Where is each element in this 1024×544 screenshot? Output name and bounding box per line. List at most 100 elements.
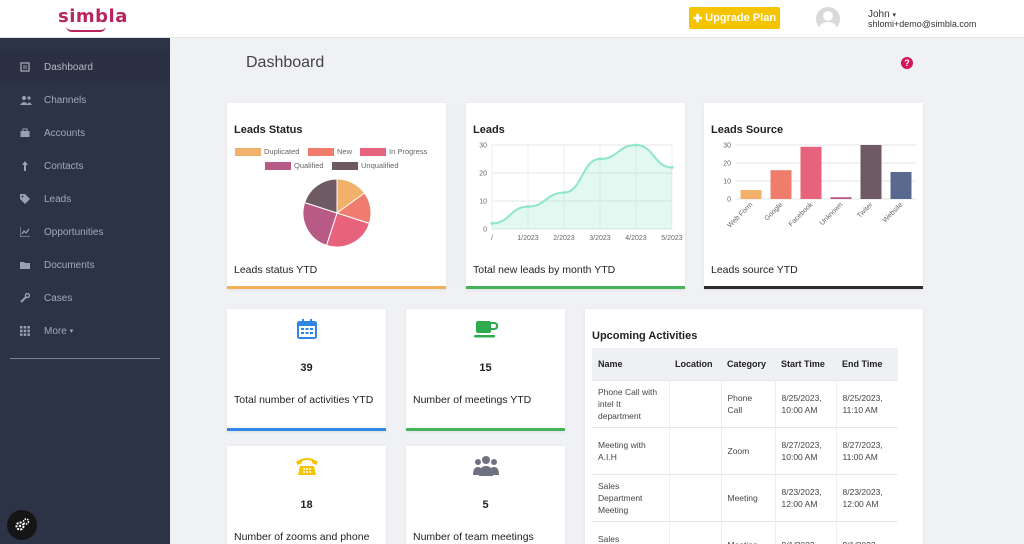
card-footer: Leads source YTD: [711, 264, 798, 276]
activity-name: Sales Department Meeting: [592, 473, 670, 521]
logo-smile-icon: [66, 26, 106, 32]
x-tick-label: /: [491, 235, 493, 242]
team-meetings-card[interactable]: 5 Number of team meetings: [406, 446, 565, 544]
bar[interactable]: [830, 197, 852, 199]
legend-duplicated[interactable]: Duplicated: [235, 147, 299, 156]
legend-label: New: [337, 147, 353, 156]
plus-icon: ✚: [692, 12, 703, 25]
gears-icon: [15, 518, 30, 531]
stat-label: Number of meetings YTD: [413, 394, 532, 406]
x-tick-label: Unknown: [819, 201, 845, 227]
legend-new[interactable]: New: [308, 147, 352, 156]
sidebar-item-documents[interactable]: Documents: [0, 249, 170, 281]
y-tick-label: 0: [483, 227, 487, 234]
card-footer: Leads status YTD: [234, 264, 318, 276]
upgrade-plan-button[interactable]: ✚ Upgrade Plan: [689, 7, 780, 29]
help-icon[interactable]: ?: [901, 57, 913, 69]
sidebar-item-label: Documents: [44, 259, 95, 271]
x-tick-label: 4/2023: [625, 235, 647, 242]
pie-slice[interactable]: [325, 212, 370, 248]
sidebar-item-cases[interactable]: Cases: [0, 282, 170, 314]
sidebar: Dashboard Channels Accounts Contacts Lea…: [0, 38, 170, 544]
legend-swatch: [360, 147, 386, 156]
activity-end: 9/1/2023,: [836, 520, 898, 544]
data-point[interactable]: [562, 191, 566, 195]
table-row[interactable]: Meeting with A.I.H Zoom 8/27/2023, 10:00…: [592, 426, 898, 474]
bar[interactable]: [740, 190, 762, 199]
data-point[interactable]: [490, 221, 494, 225]
sidebar-divider: [10, 358, 160, 359]
area-fill: [492, 145, 672, 229]
activity-name: Phone Call with intel It department: [592, 379, 670, 427]
pie-slice[interactable]: [302, 201, 338, 246]
calendar-icon: [227, 318, 386, 340]
x-tick-label: Website: [882, 201, 905, 224]
x-tick-label: 3/2023: [589, 235, 611, 242]
settings-fab-button[interactable]: [7, 510, 37, 540]
stat-label: Number of zooms and phone: [234, 531, 370, 543]
x-tick-label: Twiter: [856, 201, 875, 220]
sidebar-item-dashboard[interactable]: Dashboard: [0, 51, 170, 83]
activity-name: Sales Department: [592, 520, 670, 544]
caret-down-icon: ▾: [69, 328, 74, 335]
wrench-icon: [20, 293, 30, 303]
column-header[interactable]: Category: [721, 348, 775, 380]
bar[interactable]: [890, 172, 912, 199]
chart-line-icon: [20, 227, 30, 237]
pie-slice[interactable]: [304, 178, 338, 214]
sidebar-item-channels[interactable]: Channels: [0, 84, 170, 116]
user-menu[interactable]: John ▾: [868, 9, 896, 20]
bar[interactable]: [860, 145, 882, 199]
legend-swatch: [308, 147, 334, 156]
activity-start: 8/27/2023, 10:00 AM: [775, 426, 837, 474]
activity-category: Zoom: [721, 426, 776, 474]
meetings-card[interactable]: 15 Number of meetings YTD: [406, 309, 565, 431]
legend-unqualified[interactable]: Unqualified: [332, 161, 399, 170]
sidebar-item-opportunities[interactable]: Opportunities: [0, 216, 170, 248]
data-point[interactable]: [598, 157, 602, 161]
column-header[interactable]: Start Time: [775, 348, 836, 380]
table-row[interactable]: Sales Department Meeting Meeting 8/23/20…: [592, 473, 898, 521]
sidebar-item-more[interactable]: More ▾: [0, 315, 170, 347]
data-point[interactable]: [526, 205, 530, 209]
y-tick-label: 0: [727, 197, 731, 204]
activity-start: 8/25/2023, 10:00 AM: [775, 379, 837, 427]
sidebar-item-leads[interactable]: Leads: [0, 183, 170, 215]
card-title: Leads Status: [234, 124, 303, 136]
caret-down-icon: ▾: [892, 12, 896, 19]
sidebar-item-contacts[interactable]: Contacts: [0, 150, 170, 182]
legend-in-progress[interactable]: In Progress: [360, 147, 427, 156]
user-name: John: [868, 9, 890, 20]
activity-category: Meeting: [721, 520, 776, 544]
data-point[interactable]: [670, 165, 674, 169]
data-point[interactable]: [634, 143, 638, 147]
team-icon: [406, 455, 565, 477]
users-icon: [20, 95, 32, 105]
bar[interactable]: [770, 170, 792, 199]
legend-qualified[interactable]: Qualified: [265, 161, 324, 170]
column-header[interactable]: Location: [669, 348, 721, 380]
column-header[interactable]: Name: [592, 348, 669, 380]
zooms-phone-card[interactable]: 18 Number of zooms and phone: [227, 446, 386, 544]
table-header-row: Name Location Category Start Time End Ti…: [592, 348, 898, 380]
activity-start: 9/1/2023,: [775, 520, 837, 544]
table-row[interactable]: Phone Call with intel It department Phon…: [592, 379, 898, 427]
column-header[interactable]: End Time: [836, 348, 898, 380]
grid-icon: [20, 326, 30, 336]
bar[interactable]: [800, 146, 822, 199]
avatar[interactable]: [816, 7, 840, 31]
y-tick-label: 20: [723, 161, 731, 168]
legend-label: Qualified: [294, 161, 324, 170]
y-tick-label: 10: [723, 179, 731, 186]
sidebar-item-accounts[interactable]: Accounts: [0, 117, 170, 149]
simbla-logo[interactable]: simbla: [58, 6, 128, 27]
sidebar-item-label: Dashboard: [44, 61, 93, 73]
activity-end: 8/27/2023, 11:00 AM: [836, 426, 898, 474]
coffee-cup-icon: [406, 320, 565, 338]
dashboard-icon: [20, 62, 30, 72]
stat-value: 15: [479, 362, 492, 374]
card-title: Leads Source: [711, 124, 784, 136]
x-tick-label: Web Form: [726, 201, 754, 229]
table-row[interactable]: Sales Department Meeting 9/1/2023, 9/1/2…: [592, 520, 898, 544]
total-activities-card[interactable]: 39 Total number of activities YTD: [227, 309, 386, 431]
